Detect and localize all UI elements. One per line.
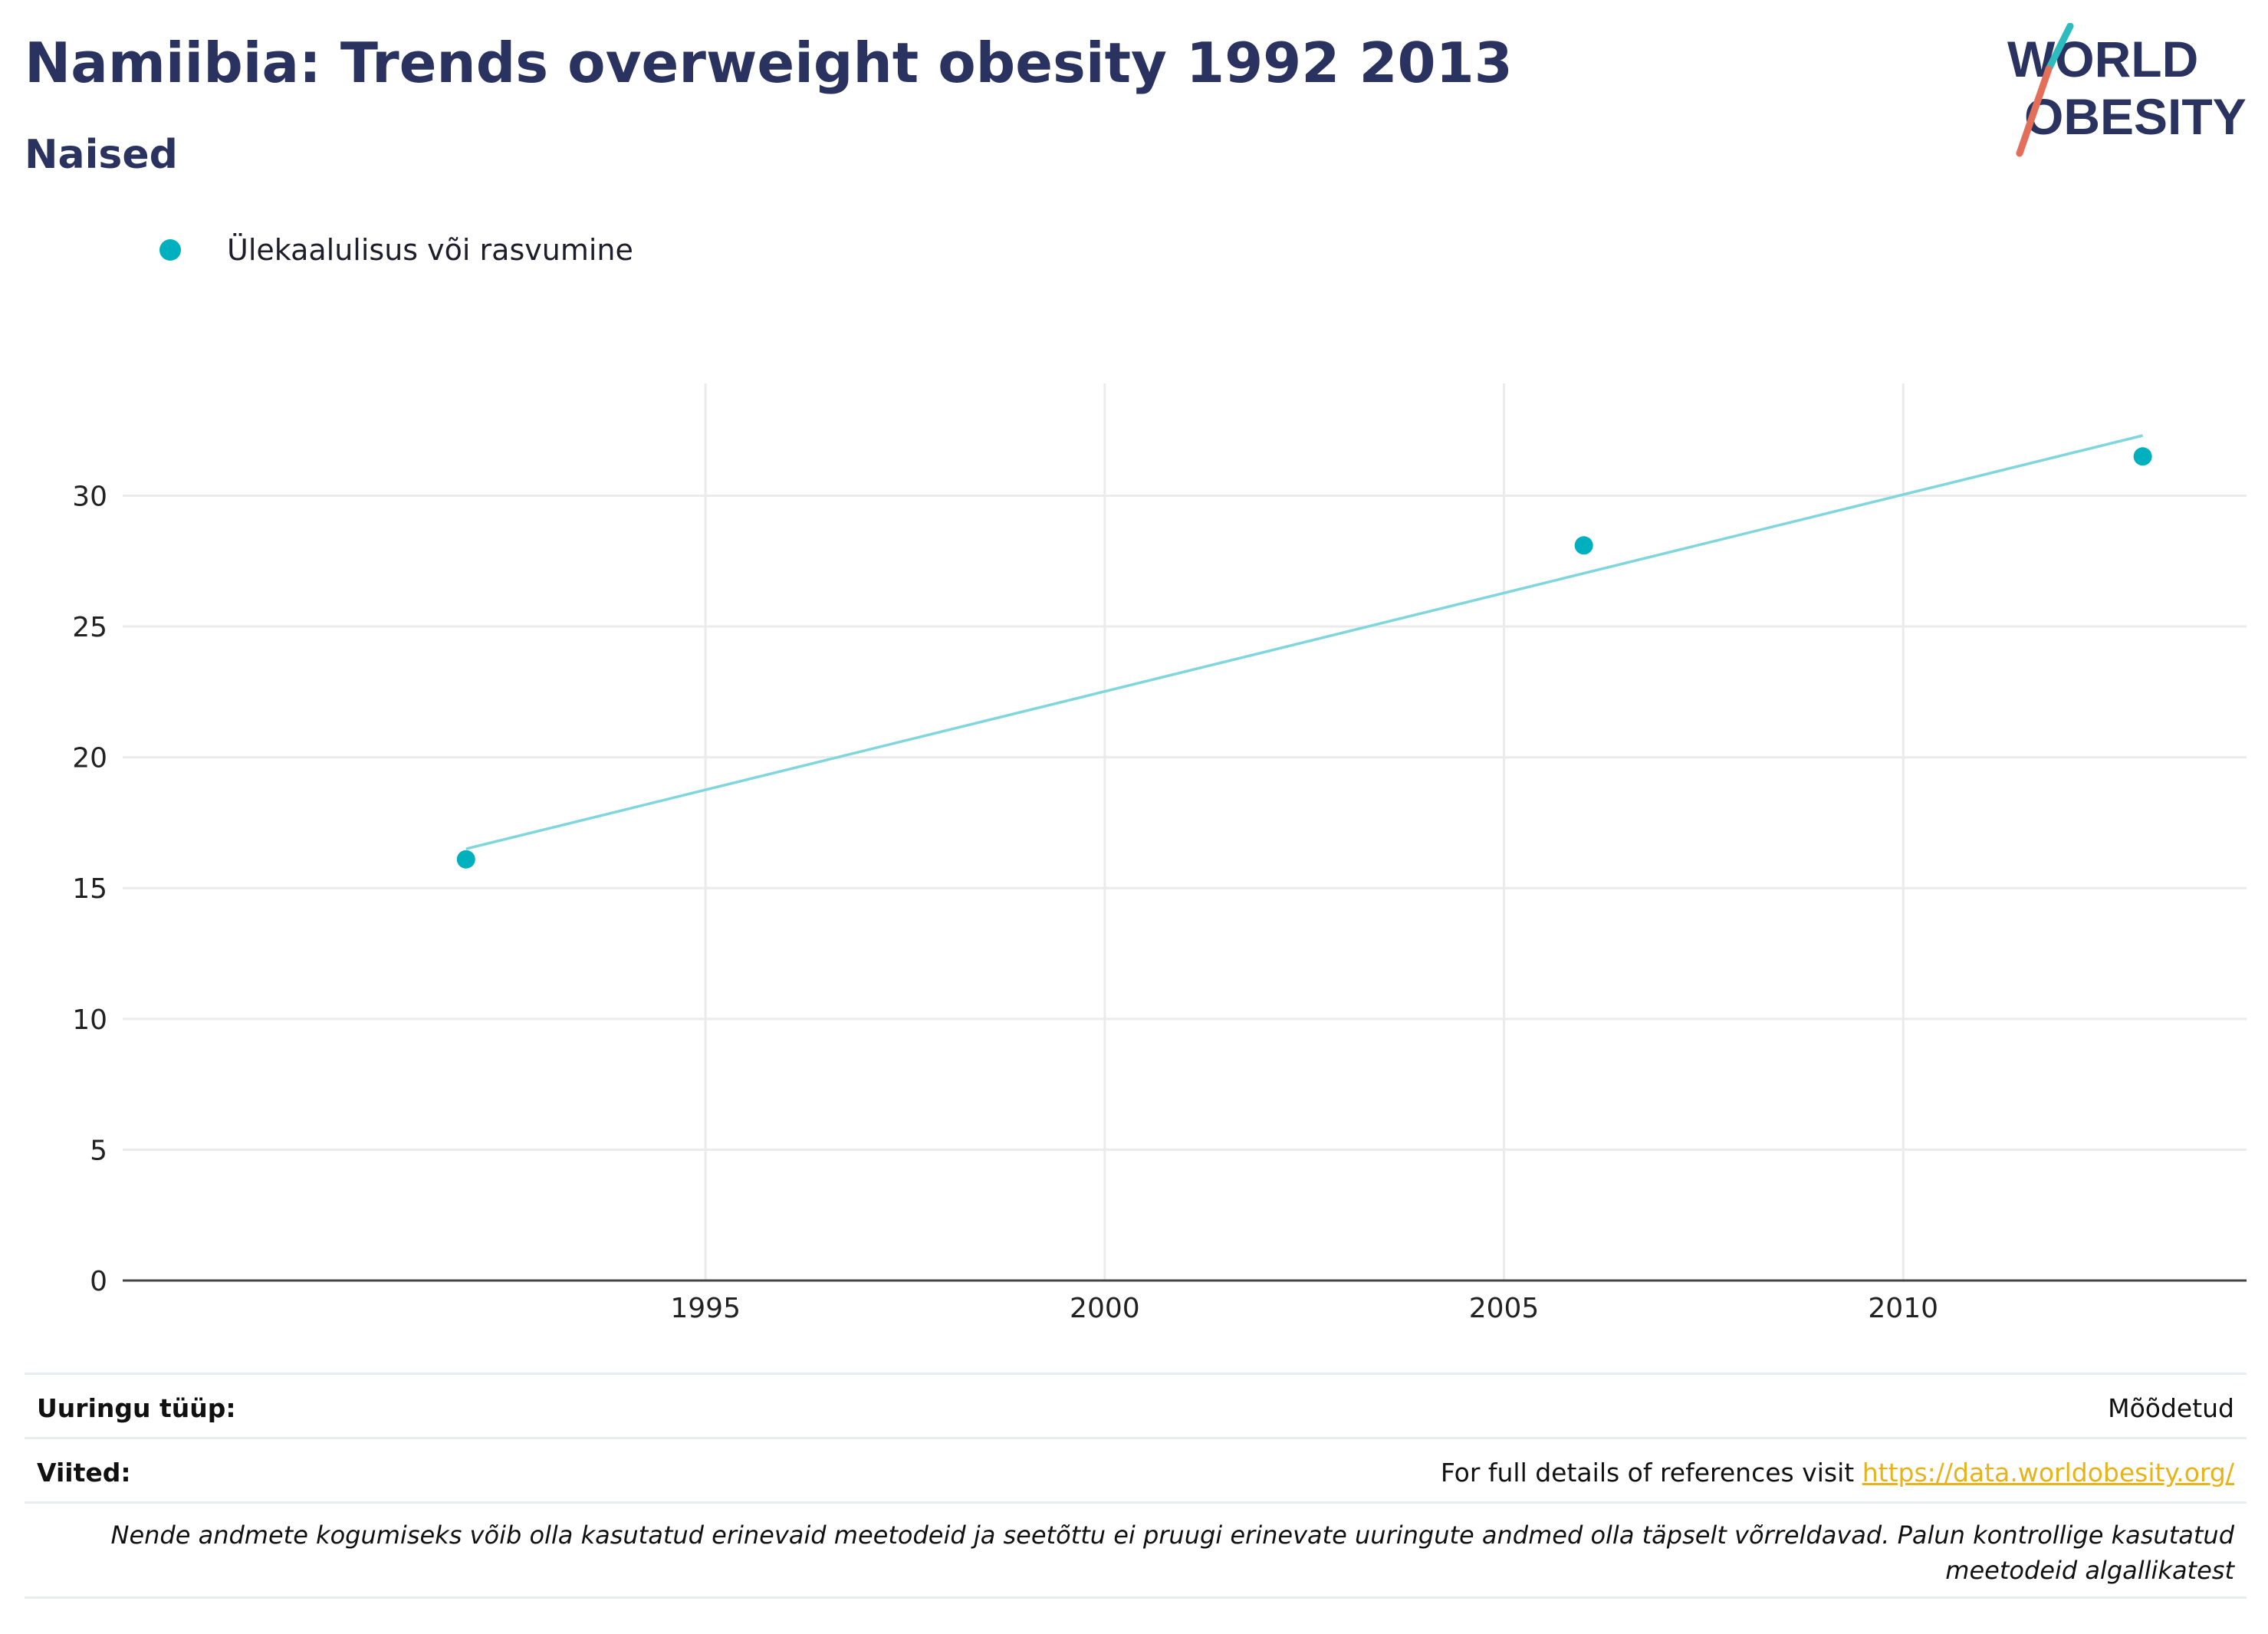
logo-slash-red bbox=[2016, 65, 2053, 157]
references-value: For full details of references visit htt… bbox=[1441, 1458, 2234, 1488]
data-point bbox=[2133, 447, 2152, 466]
y-tick-label: 5 bbox=[90, 1135, 107, 1166]
x-tick-label: 2005 bbox=[1469, 1293, 1540, 1324]
survey-type-label: Uuringu tüüp: bbox=[37, 1393, 236, 1423]
y-tick-label: 0 bbox=[90, 1266, 107, 1297]
x-tick-label: 2010 bbox=[1868, 1293, 1938, 1324]
x-tick-label: 2000 bbox=[1070, 1293, 1140, 1324]
page-title: Namiibia: Trends overweight obesity 1992… bbox=[25, 31, 1513, 95]
y-tick-label: 10 bbox=[72, 1004, 107, 1036]
methodology-note: Nende andmete kogumiseks võib olla kasut… bbox=[110, 1521, 2235, 1585]
y-tick-label: 20 bbox=[72, 743, 107, 774]
y-tick-label: 15 bbox=[72, 873, 107, 905]
references-link[interactable]: https://data.worldobesity.org/ bbox=[1862, 1458, 2234, 1488]
footer-row-survey-type: Uuringu tüüp: Mõõdetud bbox=[25, 1373, 2247, 1439]
logo-text-obesity: OBESITY bbox=[2024, 88, 2247, 145]
x-tick-label: 1995 bbox=[670, 1293, 741, 1324]
chart-legend[interactable]: Ülekaalulisus või rasvumine bbox=[159, 228, 633, 271]
legend-label: Ülekaalulisus või rasvumine bbox=[227, 233, 633, 267]
footer-bottom-rule bbox=[25, 1596, 2247, 1599]
world-obesity-logo: WORLD OBESITY bbox=[2007, 23, 2247, 157]
logo-text-world: WORLD bbox=[2007, 31, 2198, 87]
references-label: Viited: bbox=[37, 1458, 131, 1488]
data-point bbox=[456, 850, 475, 869]
page-subtitle: Naised bbox=[25, 132, 178, 178]
references-text: For full details of references visit bbox=[1440, 1458, 1862, 1488]
data-point bbox=[1574, 536, 1593, 555]
trendline bbox=[465, 434, 2144, 850]
survey-type-value: Mõõdetud bbox=[2108, 1393, 2234, 1423]
logo-slash-teal bbox=[2045, 23, 2074, 73]
footer-row-references: Viited: For full details of references v… bbox=[25, 1437, 2247, 1504]
y-tick-label: 30 bbox=[72, 481, 107, 512]
chart-plot-area: 0 5 10 15 20 25 30 1995 2000 2005 2010 bbox=[72, 383, 2247, 1324]
y-tick-label: 25 bbox=[72, 612, 107, 643]
legend-marker-icon bbox=[159, 239, 181, 261]
footer-row-note: Nende andmete kogumiseks võib olla kasut… bbox=[25, 1501, 2247, 1599]
